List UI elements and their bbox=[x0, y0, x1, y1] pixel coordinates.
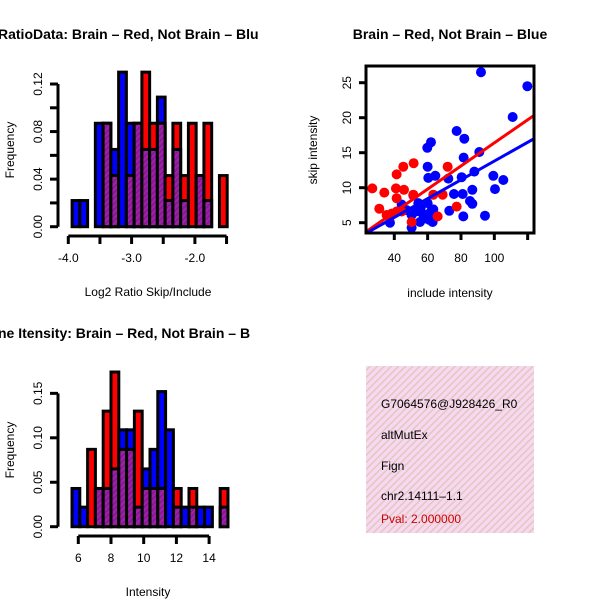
data-point bbox=[406, 217, 417, 227]
data-point bbox=[507, 112, 518, 122]
x-tick-label: 60 bbox=[421, 251, 435, 265]
data-point bbox=[451, 201, 462, 212]
x-tick-label: 10 bbox=[137, 551, 151, 565]
info-pval: Pval: 2.000000 bbox=[381, 512, 461, 526]
data-point bbox=[479, 210, 490, 221]
y-tick-label: 0.10 bbox=[31, 426, 45, 450]
data-point bbox=[451, 126, 462, 136]
y-tick-label: 0.00 bbox=[31, 215, 45, 239]
y-tick-label: 0.04 bbox=[31, 167, 45, 191]
data-point bbox=[414, 217, 425, 227]
info-type: altMutEx bbox=[381, 428, 428, 442]
data-point bbox=[391, 193, 402, 204]
info-panel: G7064576@J928426_R0 altMutEx Fign chr2.1… bbox=[366, 366, 534, 533]
data-point bbox=[390, 183, 401, 194]
x-axis-label: Intensity bbox=[126, 585, 171, 599]
chart-title: RatioData: Brain – Red, Not Brain – Blu bbox=[0, 26, 259, 42]
x-tick-label: 12 bbox=[170, 551, 184, 565]
data-point bbox=[374, 203, 385, 214]
data-point bbox=[367, 183, 378, 194]
data-point bbox=[458, 152, 469, 163]
y-tick-label: 0.08 bbox=[31, 120, 45, 144]
chart-title: ne Itensity: Brain – Red, Not Brain – B bbox=[0, 325, 250, 341]
x-tick-label: -3.0 bbox=[121, 251, 142, 265]
y-tick-label: 25 bbox=[340, 76, 354, 90]
data-point bbox=[475, 67, 486, 78]
regression-line bbox=[366, 113, 534, 233]
regression-line bbox=[366, 137, 534, 233]
data-point bbox=[408, 158, 419, 169]
data-point bbox=[459, 133, 470, 144]
x-tick-label: 80 bbox=[454, 251, 468, 265]
x-axis-label: include intensity bbox=[407, 286, 492, 300]
x-tick-label: 100 bbox=[484, 251, 504, 265]
data-point bbox=[467, 198, 478, 209]
y-tick-label: 0.05 bbox=[31, 470, 45, 494]
data-point bbox=[444, 205, 455, 216]
data-point bbox=[410, 206, 421, 217]
ratio-histogram: 0.00 0.04 0.08 0.12 -4.0 -3.0 -2.0 RatioData: B… bbox=[0, 26, 259, 299]
x-tick-label: -2.0 bbox=[185, 251, 206, 265]
data-point bbox=[432, 211, 443, 222]
y-tick-label: 5 bbox=[340, 219, 354, 226]
data-point bbox=[489, 184, 500, 195]
y-tick-label: 0.00 bbox=[31, 515, 45, 539]
x-tick-label: 8 bbox=[108, 551, 115, 565]
data-point bbox=[391, 169, 402, 180]
data-point bbox=[398, 161, 409, 172]
data-point bbox=[467, 184, 478, 195]
data-point bbox=[430, 170, 441, 181]
data-point bbox=[442, 161, 453, 172]
x-tick-label: 14 bbox=[202, 551, 216, 565]
y-tick-label: 0.12 bbox=[31, 72, 45, 96]
histogram-bar bbox=[217, 174, 229, 229]
histogram-bar bbox=[203, 505, 214, 529]
y-axis-label: skip intensity bbox=[306, 116, 320, 185]
overlap-bar bbox=[202, 199, 214, 229]
data-point bbox=[422, 142, 433, 153]
y-tick-label: 10 bbox=[340, 181, 354, 195]
info-box bbox=[366, 366, 534, 533]
y-axis-label: Frequency bbox=[3, 422, 17, 479]
y-tick-label: 0.15 bbox=[31, 381, 45, 405]
x-tick-label: 40 bbox=[388, 251, 402, 265]
plot-box bbox=[364, 64, 536, 235]
data-point bbox=[448, 189, 459, 199]
info-locus: chr2.14111–1.1 bbox=[381, 489, 463, 503]
data-point bbox=[498, 175, 509, 185]
info-id: G7064576@J928426_R0 bbox=[381, 397, 518, 411]
histogram-bar bbox=[164, 428, 175, 529]
x-axis-label: Log2 Ratio Skip/Include bbox=[85, 285, 212, 299]
y-tick-label: 20 bbox=[340, 111, 354, 125]
chart-title: Brain – Red, Not Brain – Blue bbox=[353, 26, 548, 42]
data-point bbox=[379, 187, 390, 198]
histogram-bar bbox=[78, 199, 90, 229]
data-point bbox=[458, 211, 469, 222]
y-axis-label: Frequency bbox=[3, 122, 17, 179]
intensity-scatter: 40 60 80 100 5 10 15 20 25 Brain – Red, Not Brain… bbox=[306, 26, 547, 300]
y-tick-label: 15 bbox=[340, 146, 354, 160]
overlap-bar bbox=[218, 505, 230, 529]
data-point bbox=[422, 161, 433, 172]
x-tick-label: -4.0 bbox=[58, 251, 79, 265]
data-point bbox=[488, 170, 499, 181]
data-point bbox=[398, 184, 409, 195]
data-point bbox=[457, 189, 468, 199]
intensity-histogram: 0.00 0.05 0.10 0.15 6 8 10 12 14 ne Itensity: Bra… bbox=[0, 325, 250, 599]
data-point bbox=[522, 81, 533, 92]
x-tick-label: 6 bbox=[75, 551, 82, 565]
plot-area bbox=[366, 67, 534, 233]
info-gene: Fign bbox=[381, 459, 404, 473]
